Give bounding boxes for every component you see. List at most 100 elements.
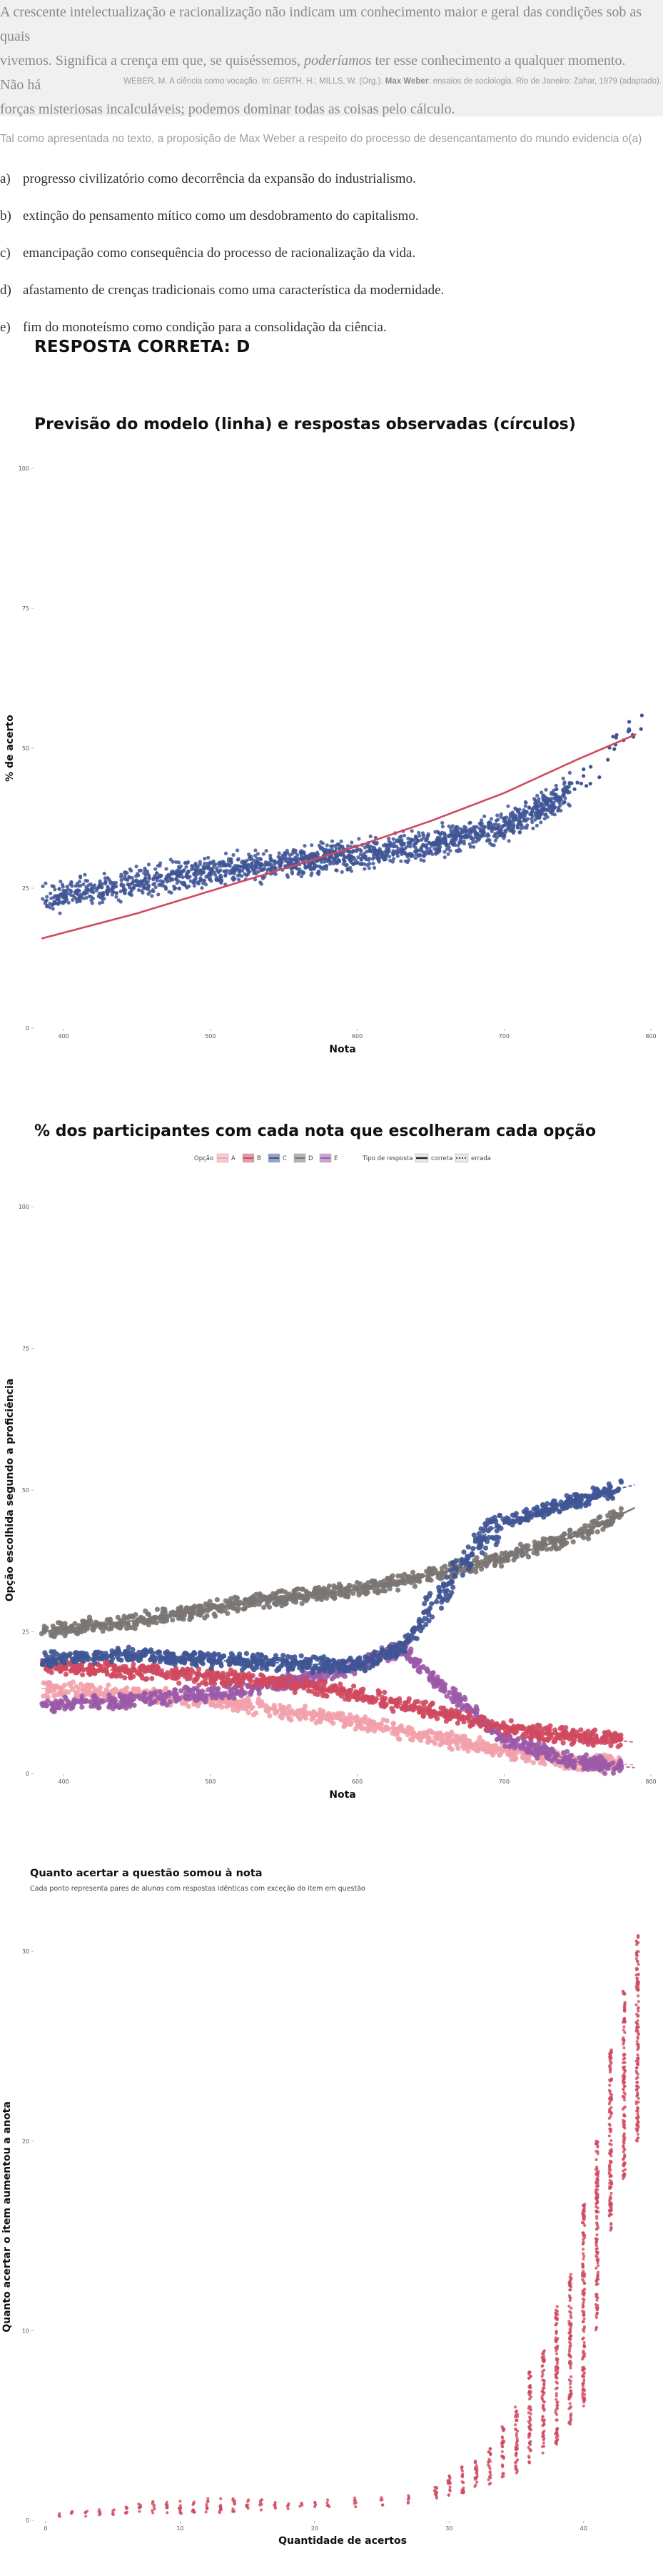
chart1-point bbox=[264, 849, 268, 853]
chart1-point bbox=[131, 885, 136, 890]
chart2-point-a bbox=[267, 1713, 273, 1719]
chart2-point-e bbox=[457, 1691, 462, 1698]
option-a[interactable]: a) progresso civilizatório como decorrênc… bbox=[0, 171, 416, 187]
chart1-point bbox=[66, 900, 71, 905]
chart1-point bbox=[250, 861, 254, 866]
option-d[interactable]: d) afastamento de crenças tradicionais co… bbox=[0, 283, 444, 298]
chart1-point bbox=[309, 873, 313, 877]
chart1-point bbox=[567, 803, 571, 807]
chart2-point-b bbox=[598, 1737, 604, 1743]
chart1-point bbox=[382, 857, 386, 862]
chart2-point-b bbox=[184, 1676, 190, 1682]
chart1-point bbox=[216, 870, 221, 875]
chart1-point bbox=[456, 843, 460, 847]
chart2-title: % dos participantes com cada nota que es… bbox=[34, 1122, 597, 1140]
chart2-point-b bbox=[547, 1723, 553, 1729]
chart2-point-b bbox=[84, 1666, 90, 1672]
chart1-point bbox=[168, 875, 172, 880]
chart2-point-a bbox=[479, 1740, 485, 1746]
chart2-point-b bbox=[80, 1672, 86, 1678]
chart2-point-b bbox=[176, 1674, 181, 1680]
chart2-point-a bbox=[61, 1682, 68, 1688]
chart2-point-a bbox=[96, 1688, 101, 1694]
chart1-point bbox=[255, 856, 259, 860]
chart1-point bbox=[529, 810, 534, 815]
chart1-point bbox=[249, 865, 253, 870]
chart2-point-b bbox=[590, 1742, 596, 1748]
chart2-point-b bbox=[571, 1738, 577, 1744]
chart1-point bbox=[462, 833, 467, 837]
chart1-point bbox=[395, 854, 400, 858]
chart1-point bbox=[552, 800, 556, 805]
chart1-point bbox=[98, 884, 103, 888]
chart1-point bbox=[201, 866, 206, 870]
chart1-ytick-label: 50 bbox=[22, 745, 29, 752]
chart2-point-e bbox=[113, 1702, 119, 1708]
chart2-xtick-label: 600 bbox=[352, 1778, 363, 1785]
chart1-point bbox=[303, 844, 307, 848]
chart1-point bbox=[475, 825, 479, 829]
chart1-point bbox=[236, 873, 241, 877]
chart1-point bbox=[457, 833, 462, 837]
chart1-ylabel: % de acerto bbox=[4, 715, 16, 782]
chart1-point bbox=[100, 897, 104, 901]
chart1-point bbox=[265, 868, 270, 872]
chart2-point-b bbox=[618, 1732, 624, 1738]
chart1-point bbox=[299, 874, 303, 879]
chart1-point bbox=[367, 866, 371, 870]
chart2-point-b bbox=[253, 1681, 259, 1686]
chart2-point-b bbox=[49, 1669, 54, 1676]
chart1-point bbox=[612, 747, 617, 751]
chart2-point-a bbox=[186, 1704, 191, 1709]
chart1-point bbox=[277, 851, 281, 855]
chart1-point bbox=[297, 871, 301, 875]
chart2-point-b bbox=[222, 1681, 228, 1687]
chart1-point bbox=[153, 885, 158, 890]
option-e[interactable]: e) fim do monoteísmo como condição para a… bbox=[0, 320, 387, 336]
chart1-point bbox=[387, 847, 391, 851]
option-letter: c) bbox=[0, 246, 11, 261]
chart2-point-d bbox=[618, 1506, 624, 1511]
chart1-point bbox=[627, 727, 632, 731]
chart1-point bbox=[485, 832, 490, 836]
chart1-point bbox=[522, 818, 527, 822]
chart2-point-e bbox=[415, 1668, 421, 1674]
chart1-point bbox=[536, 812, 540, 817]
chart2-point-d bbox=[170, 1617, 176, 1623]
chart1-point bbox=[342, 858, 346, 862]
chart2-point-b bbox=[236, 1681, 242, 1686]
chart1-point bbox=[273, 872, 278, 876]
chart1-point bbox=[151, 877, 156, 882]
chart1-point bbox=[540, 790, 544, 795]
chart1-point bbox=[482, 814, 487, 818]
chart1-point bbox=[511, 819, 515, 823]
correct-answer: RESPOSTA CORRETA: D bbox=[34, 338, 250, 356]
chart2-point-e bbox=[183, 1695, 189, 1701]
chart1-point bbox=[88, 882, 93, 887]
chart1-point bbox=[567, 790, 572, 795]
chart2-point-a bbox=[542, 1761, 547, 1767]
chart2-point-b bbox=[406, 1696, 412, 1701]
option-text: progresso civilizatório como decorrência… bbox=[23, 171, 416, 186]
chart1-point bbox=[437, 840, 442, 845]
chart1-point bbox=[502, 819, 506, 824]
chart1-point bbox=[322, 860, 326, 864]
chart1-point bbox=[237, 877, 241, 882]
option-b[interactable]: b) extinção do pensamento mítico como um … bbox=[0, 208, 419, 224]
chart1-point bbox=[354, 861, 358, 865]
chart2-point-b bbox=[191, 1679, 197, 1684]
chart1-point bbox=[55, 894, 59, 898]
chart1-point bbox=[285, 863, 290, 867]
chart1-point bbox=[137, 868, 141, 872]
chart1-point bbox=[203, 861, 207, 866]
chart2-point-a bbox=[295, 1709, 300, 1714]
chart1-point bbox=[126, 877, 130, 882]
chart1-point bbox=[424, 843, 429, 847]
chart2-point-e bbox=[507, 1734, 513, 1740]
chart1-point bbox=[196, 880, 200, 885]
chart1-point bbox=[319, 840, 323, 844]
option-c[interactable]: c) emancipação como consequência do proce… bbox=[0, 246, 415, 261]
quote-box: A crescente intelectualização e racional… bbox=[0, 0, 663, 117]
chart1-point bbox=[119, 882, 123, 886]
chart1-point bbox=[147, 877, 151, 881]
